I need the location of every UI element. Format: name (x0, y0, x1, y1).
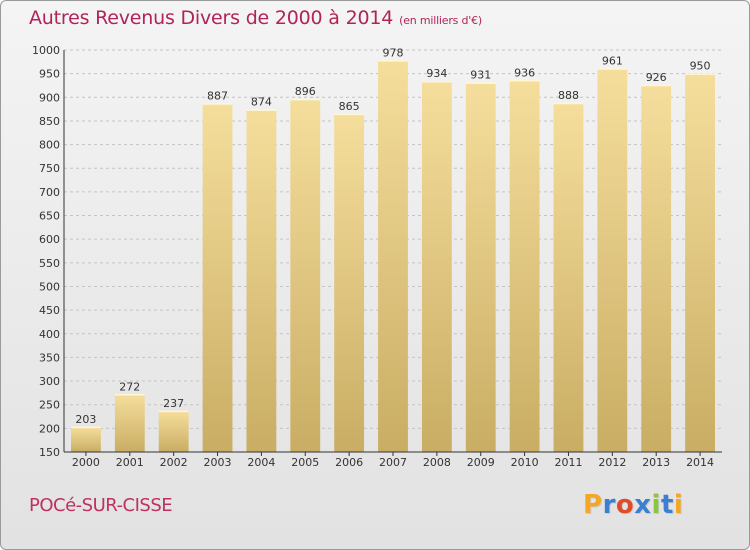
proxiti-logo: Proxiti (583, 490, 683, 520)
logo-letter: i (651, 490, 661, 520)
chart-title: Autres Revenus Divers de 2000 à 2014 (en … (29, 7, 482, 29)
x-tick-label: 2003 (204, 456, 232, 469)
bar (202, 103, 233, 452)
y-tick-label: 150 (39, 446, 60, 459)
unit-note: (en milliers d'€) (399, 14, 483, 27)
y-tick-label: 300 (39, 375, 60, 388)
x-tick-label: 2004 (247, 456, 275, 469)
y-tick-label: 400 (39, 328, 60, 341)
bar (158, 410, 189, 452)
logo-letter: r (602, 490, 616, 520)
x-tick-label: 2014 (686, 456, 714, 469)
x-tick-label: 2013 (642, 456, 670, 469)
y-tick-label: 500 (39, 280, 60, 293)
value-label: 931 (470, 69, 491, 82)
x-tick-label: 2008 (423, 456, 451, 469)
logo-letter: x (634, 490, 652, 520)
value-label: 978 (383, 46, 404, 59)
bar (509, 80, 540, 452)
bar (114, 394, 145, 452)
x-tick-label: 2000 (72, 456, 100, 469)
bar (597, 68, 628, 452)
x-tick-label: 2010 (511, 456, 539, 469)
bar (378, 60, 408, 453)
value-label: 888 (558, 89, 579, 102)
chart-title-text: Autres Revenus Divers de 2000 à 2014 (29, 7, 394, 29)
bar (553, 102, 584, 452)
bar (290, 99, 321, 452)
y-tick-label: 700 (39, 186, 60, 199)
commune-name: POCé-SUR-CISSE (29, 495, 173, 516)
y-tick-label: 850 (39, 115, 60, 128)
bar (246, 109, 277, 453)
value-label: 887 (207, 89, 228, 102)
logo-letter: t (660, 490, 674, 520)
bar (465, 82, 496, 453)
y-tick-label: 900 (39, 91, 60, 104)
value-label: 961 (602, 54, 623, 67)
value-label: 272 (119, 380, 140, 393)
y-tick-label: 800 (39, 139, 60, 152)
logo-letter: o (615, 490, 635, 520)
x-tick-label: 2006 (335, 456, 363, 469)
y-tick-label: 600 (39, 233, 60, 246)
x-tick-label: 2001 (116, 456, 144, 469)
bar (641, 84, 672, 452)
value-label: 865 (339, 100, 360, 113)
bar (71, 426, 101, 452)
x-tick-label: 2012 (598, 456, 626, 469)
value-label: 203 (75, 413, 96, 426)
value-label: 934 (426, 67, 447, 80)
value-label: 926 (646, 71, 667, 84)
x-tick-label: 2007 (379, 456, 407, 469)
x-tick-label: 2002 (160, 456, 188, 469)
x-tick-label: 2005 (291, 456, 319, 469)
y-tick-label: 250 (39, 399, 60, 412)
y-tick-label: 350 (39, 351, 60, 364)
value-label: 950 (690, 60, 711, 73)
value-label: 896 (295, 85, 316, 98)
value-label: 936 (514, 66, 535, 79)
y-tick-label: 450 (39, 304, 60, 317)
value-label: 237 (163, 397, 184, 410)
value-label: 874 (251, 96, 272, 109)
y-tick-label: 750 (39, 162, 60, 175)
x-tick-label: 2011 (554, 456, 582, 469)
x-tick-label: 2009 (467, 456, 495, 469)
y-tick-label: 200 (39, 422, 60, 435)
y-tick-label: 650 (39, 210, 60, 223)
logo-letter: i (673, 490, 684, 520)
y-tick-label: 1000 (32, 44, 60, 57)
logo-letter: P (583, 490, 603, 520)
y-tick-label: 550 (39, 257, 60, 270)
y-tick-label: 950 (39, 68, 60, 81)
bar (334, 113, 365, 453)
bar (421, 81, 452, 453)
bar (685, 73, 715, 452)
